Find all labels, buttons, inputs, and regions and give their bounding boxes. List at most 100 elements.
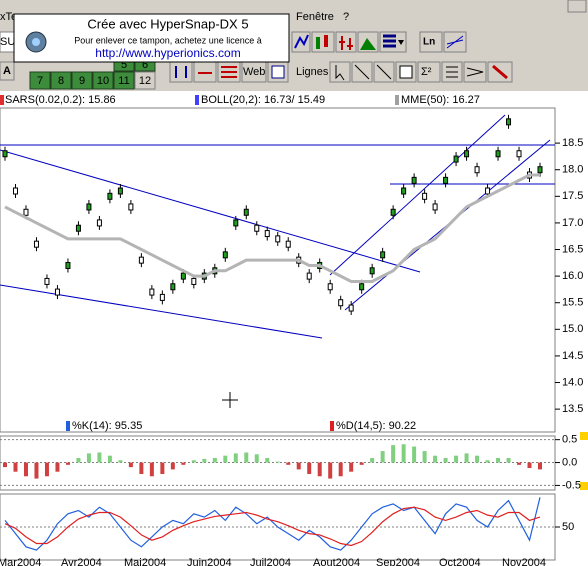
icon <box>398 40 404 45</box>
period-label: 10 <box>97 75 109 87</box>
osc-bar <box>223 455 228 463</box>
indicator-label: BOLL(20,2): 16.73/ 15.49 <box>201 94 325 106</box>
icon <box>446 35 464 49</box>
period-button[interactable] <box>29 71 51 90</box>
icon <box>446 66 458 78</box>
candle <box>159 293 165 301</box>
osc-bar <box>286 462 291 465</box>
font-button-label: A <box>3 65 11 77</box>
icon <box>221 66 237 78</box>
x-tick-label: Juil2004 <box>250 557 291 566</box>
candle <box>86 203 92 211</box>
menu-item[interactable]: xTe <box>0 11 17 23</box>
osc-bar <box>265 457 270 463</box>
stoch-line <box>4 497 541 551</box>
period-button[interactable] <box>50 71 72 90</box>
y-tick-label: 13.5 <box>562 403 583 415</box>
menu-item[interactable]: Fenêtre <box>296 11 334 23</box>
x-tick-label: Mar2004 <box>0 557 41 566</box>
candle <box>75 224 81 232</box>
indicator-label: %K(14): 95.35 <box>72 420 142 432</box>
web-label: Web <box>243 66 265 78</box>
stoch-line <box>4 506 541 547</box>
icon <box>339 36 353 50</box>
icon: Ln <box>423 37 435 48</box>
crosshair-cursor <box>222 392 238 408</box>
candle <box>44 277 50 285</box>
tool[interactable] <box>419 31 443 53</box>
x-tick-label: Avr2004 <box>61 557 102 566</box>
candle <box>348 304 354 312</box>
x-tick-label: Juin2004 <box>187 557 232 566</box>
period-label: 5 <box>121 59 127 71</box>
osc-bar <box>380 451 385 463</box>
y-tick-label: 0.0 <box>562 456 577 468</box>
font-button[interactable] <box>0 61 15 81</box>
watermark-url[interactable]: http://www.hyperionics.com <box>95 46 240 60</box>
tool[interactable] <box>311 31 335 53</box>
osc-bar <box>317 462 322 477</box>
osc-bar <box>128 462 133 468</box>
candle <box>443 176 449 184</box>
osc-bar <box>275 461 280 463</box>
x-tick-label: Aout2004 <box>313 557 360 566</box>
candle <box>537 166 543 174</box>
y-tick-label: 18.0 <box>562 164 583 176</box>
watermark-title: Crée avec HyperSnap-DX 5 <box>87 16 248 31</box>
candle <box>380 251 386 259</box>
candle <box>485 187 491 195</box>
osc-bar <box>412 446 417 463</box>
candle <box>233 219 239 227</box>
osc-bar <box>307 462 312 474</box>
candle <box>432 203 438 211</box>
candle <box>306 272 312 280</box>
tool-icons: Ln <box>169 31 467 83</box>
osc-bar <box>454 455 459 463</box>
y-tick-label: 16.5 <box>562 243 583 255</box>
osc-bar <box>538 462 542 470</box>
window-button[interactable] <box>567 0 587 13</box>
osc-bar <box>422 451 427 463</box>
osc-bar <box>65 462 70 465</box>
tool[interactable] <box>417 61 441 83</box>
y-tick-label: 0.5 <box>562 434 577 446</box>
candle <box>128 203 134 211</box>
tool[interactable] <box>169 61 193 83</box>
period-button[interactable] <box>113 71 135 90</box>
period-button[interactable] <box>134 71 156 90</box>
candle <box>285 240 291 248</box>
candle <box>464 150 470 158</box>
legend-swatch <box>0 95 4 105</box>
candle <box>33 240 39 248</box>
osc-bar <box>443 457 448 463</box>
candle <box>327 283 333 291</box>
osc-bar <box>149 462 154 477</box>
tool[interactable] <box>463 61 487 83</box>
period-button[interactable] <box>92 71 114 90</box>
icon <box>316 37 320 49</box>
icon <box>354 64 370 80</box>
moving-average <box>4 173 540 283</box>
candle <box>275 235 281 243</box>
osc-bar <box>76 457 81 463</box>
osc-bar <box>485 460 490 463</box>
osc-bar <box>464 453 469 463</box>
period-button[interactable] <box>71 71 93 90</box>
osc-bar <box>338 462 343 477</box>
candle <box>422 192 428 200</box>
icon <box>376 64 392 80</box>
osc-bar <box>3 462 7 468</box>
osc-bar <box>191 460 196 463</box>
legend-swatch <box>195 95 199 105</box>
osc-bar <box>433 455 438 463</box>
osc-bar <box>370 457 375 463</box>
y-tick-label: 50 <box>562 521 574 533</box>
tool[interactable] <box>329 61 351 83</box>
osc-bar <box>254 454 259 463</box>
menu-item[interactable]: ? <box>343 11 349 23</box>
osc-bar <box>139 462 144 474</box>
y-tick-label: 18.5 <box>562 137 583 149</box>
price-panel <box>0 107 556 433</box>
icon <box>360 38 376 50</box>
